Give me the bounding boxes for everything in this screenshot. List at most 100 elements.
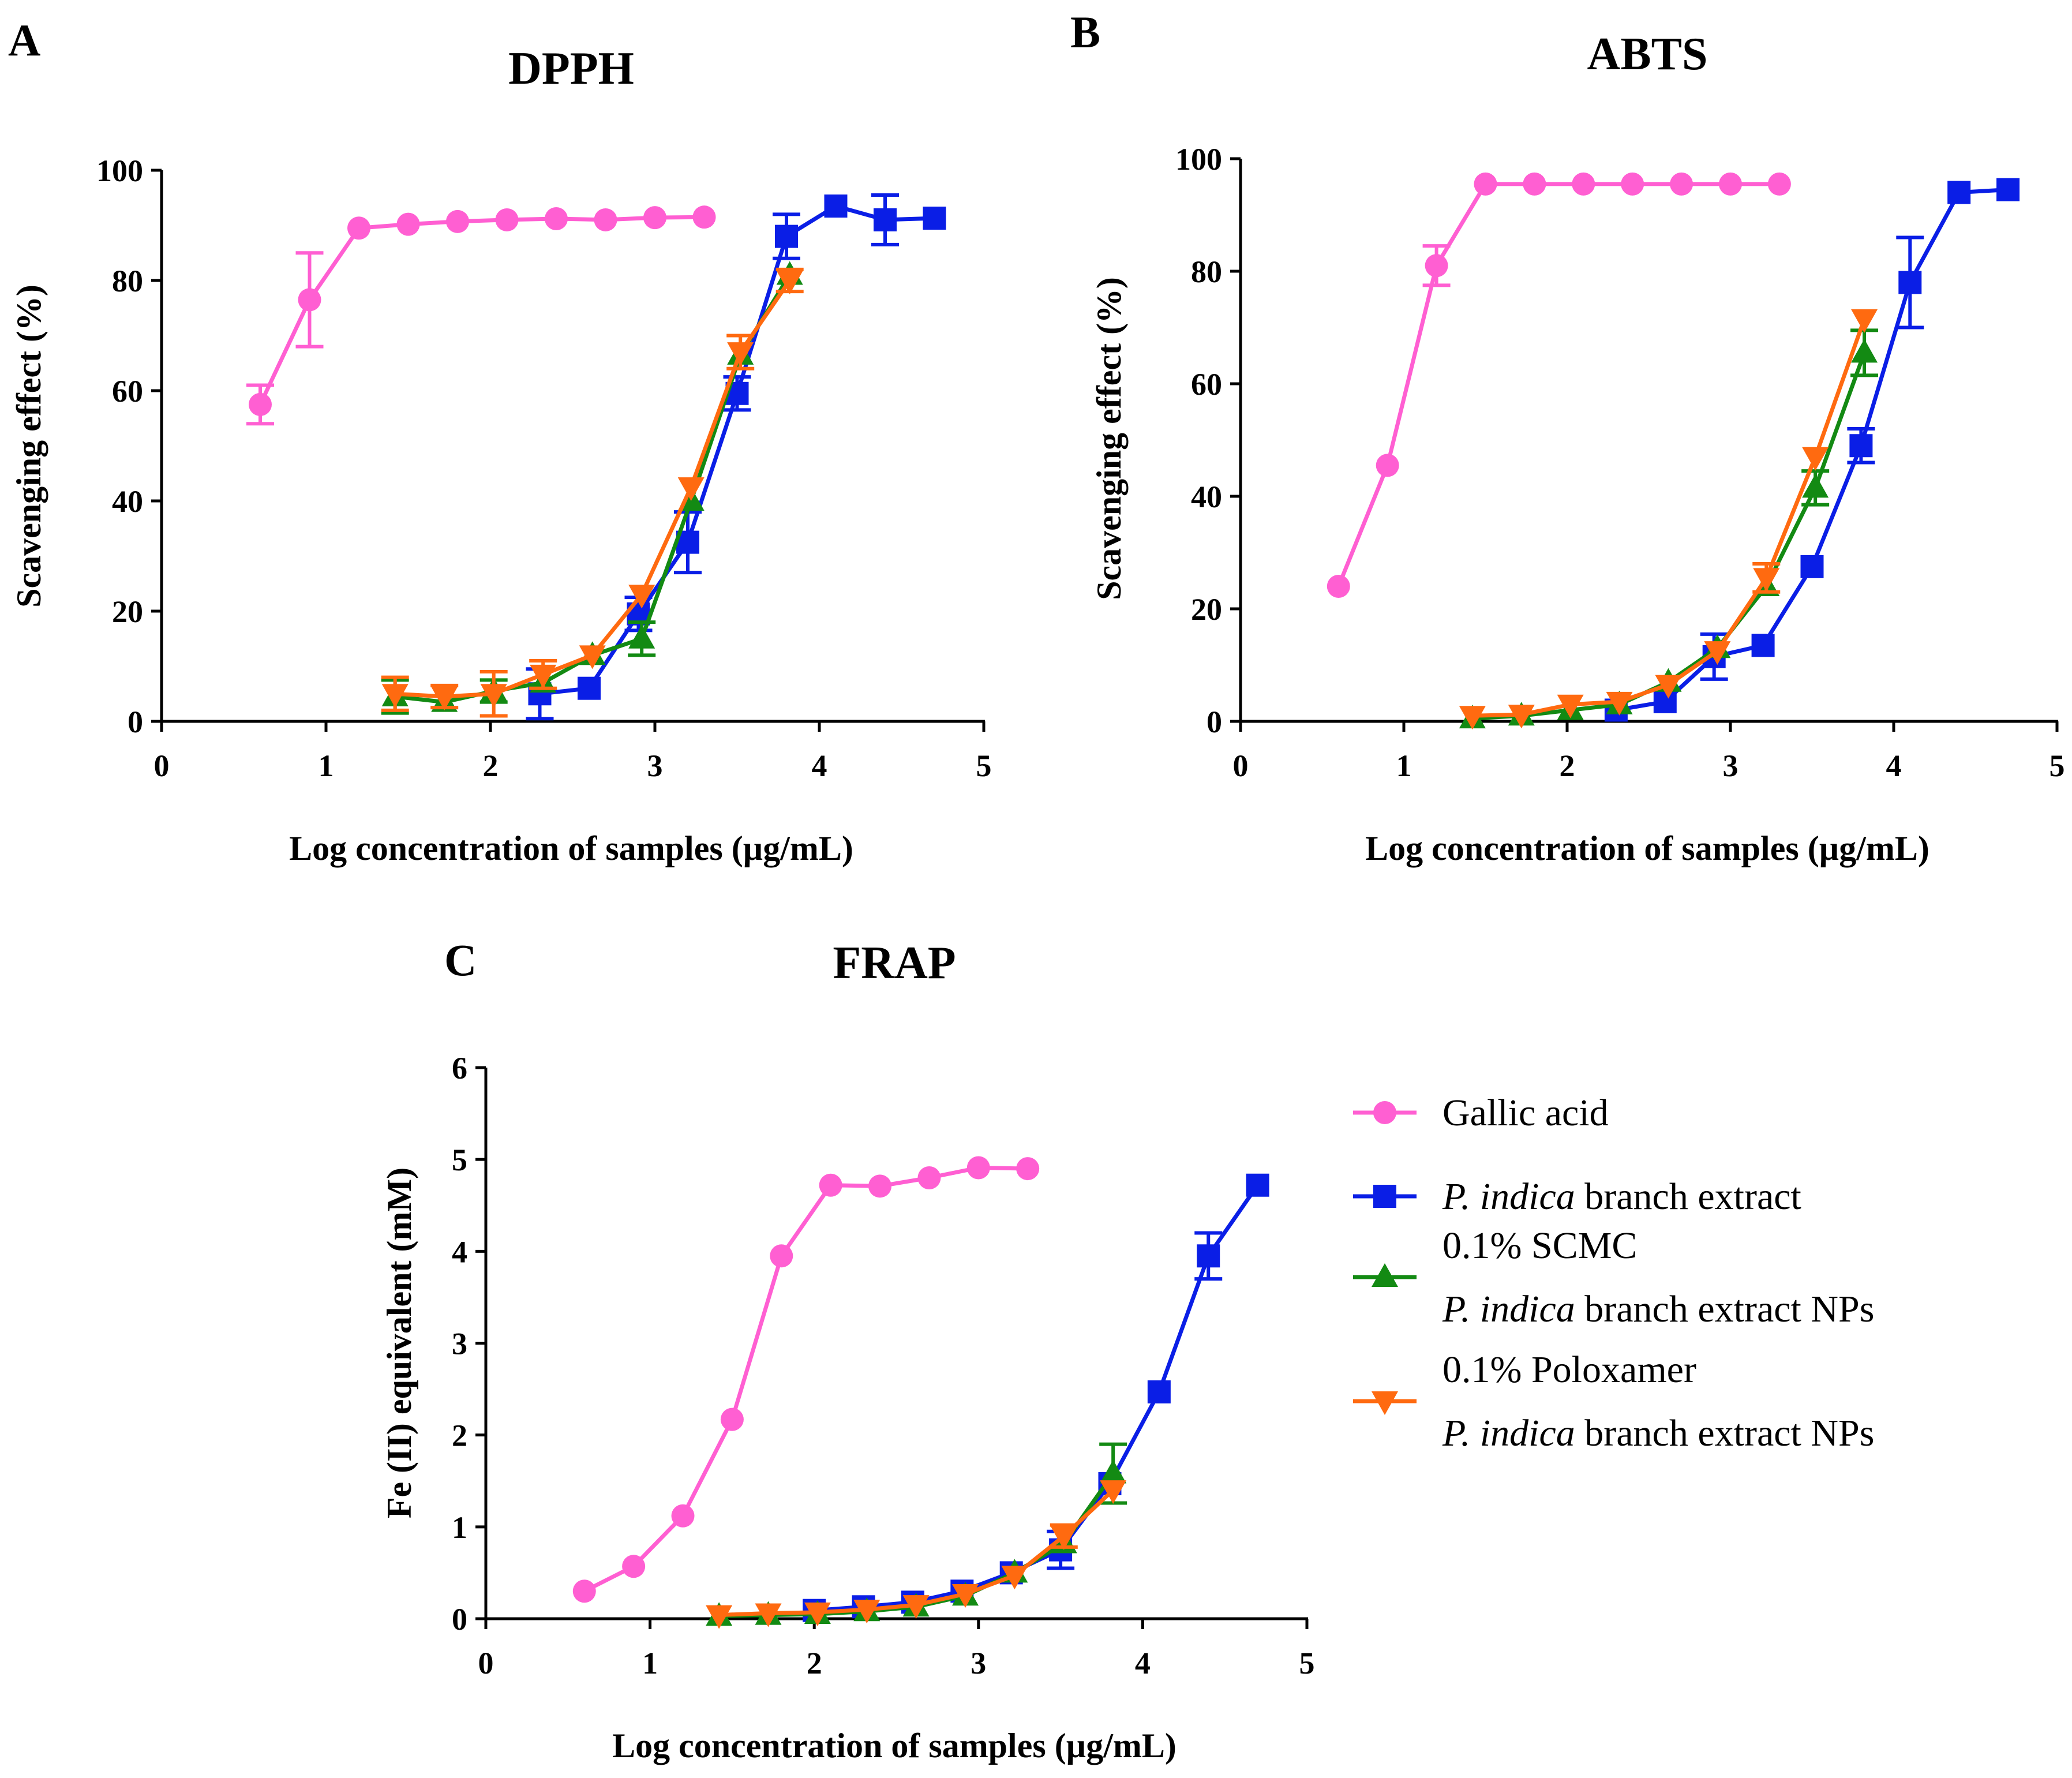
x-tick-label: 2 [1560,748,1575,783]
y-tick-label: 80 [1191,254,1222,289]
x-tick-label: 2 [807,1646,822,1680]
data-point [917,1166,941,1189]
x-tick-label: 4 [812,748,827,783]
data-point [298,288,321,312]
y-tick-label: 100 [96,154,143,188]
legend-marker [1372,1391,1398,1415]
data-point [1851,339,1878,363]
data-point [572,1579,596,1603]
data-point [1459,706,1486,730]
data-point [677,477,705,501]
y-tick-label: 40 [112,484,143,519]
y-tick-label: 100 [1175,142,1222,177]
data-point [1508,705,1535,729]
data-point [853,1600,880,1624]
y-tick-label: 80 [112,264,143,298]
data-point [1719,172,1742,196]
data-point [1050,1526,1077,1550]
legend-label-segment: branch extract NPs [1575,1288,1875,1330]
data-point [446,209,469,233]
legend-marker [1373,1101,1396,1124]
data-point [1996,178,2020,201]
x-tick-label: 3 [971,1646,986,1680]
y-tick-label: 20 [1191,592,1222,627]
data-point [396,212,420,236]
data-point [727,342,754,366]
y-tick-label: 20 [112,594,143,629]
legend-label: 0.1% Poloxamer [1442,1349,1696,1391]
legend-marker [1372,1263,1398,1287]
data-point [1851,309,1878,333]
data-point [1016,1157,1040,1181]
data-point [671,1504,695,1528]
plot-abts: 0 1 2 3 4 5 0 20 40 60 80 100 [1175,142,2065,783]
x-tick-label: 5 [1299,1646,1315,1680]
series-3-dpph [381,267,804,718]
legend-label-segment: branch extract [1575,1176,1801,1218]
y-axis-label-dpph: Scavenging effect (%) [10,285,48,608]
data-point [545,207,568,231]
legend-item-0: Gallic acid [1353,1092,1609,1134]
data-point [1800,555,1824,578]
data-point [1849,434,1873,458]
data-point [706,1605,733,1629]
y-tick-label: 1 [452,1510,467,1545]
series-line [1472,352,1867,721]
x-tick-label: 1 [319,748,334,783]
data-point [1753,568,1780,592]
data-point [804,1602,831,1626]
series-line [258,215,705,406]
x-tick-label: 5 [2049,748,2065,783]
legend-label: P. indica branch extract NPs [1442,1288,1874,1330]
data-point [1100,1480,1127,1504]
y-tick-label: 6 [452,1051,467,1085]
legend-marker [1373,1185,1396,1208]
y-tick-label: 0 [452,1602,467,1637]
series-line [395,274,792,705]
series-1-dpph [526,193,946,721]
data-point [1147,1380,1171,1403]
x-axis-label-abts: Log concentration of samples (µg/mL) [1365,829,1929,867]
legend-label-segment: P. indica [1442,1176,1575,1218]
data-point [1767,172,1791,196]
data-point [1474,172,1497,196]
data-point [480,684,507,708]
data-point [1751,634,1775,657]
x-tick-label: 3 [647,748,663,783]
series-3-abts [1459,309,1878,730]
data-point [902,1595,930,1619]
data-point [874,208,897,231]
series-2-dpph [381,261,803,715]
series-0-frap [572,1156,1040,1603]
y-axis-label-abts: Scavenging effect (%) [1090,277,1128,600]
data-point [1197,1244,1220,1268]
x-axis-label-dpph: Log concentration of samples (µg/mL) [289,829,853,867]
data-point [1704,641,1731,665]
legend-label-segment: 0.1% SCMC [1442,1225,1637,1267]
y-tick-label: 4 [452,1234,467,1269]
legend-label: P. indica branch extract NPs [1442,1412,1874,1454]
series-line [539,204,935,696]
x-tick-label: 0 [1233,748,1249,783]
data-point [1802,447,1829,471]
data-point [1100,1459,1127,1484]
data-point [1557,694,1584,718]
data-point [381,684,409,708]
y-tick-label: 0 [1207,705,1222,739]
data-point [643,206,666,230]
data-point [1653,690,1677,713]
plot-frap: 0 1 2 3 4 5 0 1 2 3 4 5 6 [452,1051,1315,1680]
legend-label-segment: P. indica [1442,1288,1575,1330]
x-tick-label: 0 [478,1646,494,1680]
data-point [1898,271,1922,294]
legend-label-segment: Gallic acid [1442,1092,1609,1134]
x-tick-label: 0 [154,748,170,783]
y-tick-label: 40 [1191,480,1222,514]
y-tick-label: 3 [452,1327,467,1361]
data-point [1523,172,1546,196]
data-point [692,205,716,229]
data-point [966,1156,990,1180]
panel-letter-c: C [444,935,477,985]
